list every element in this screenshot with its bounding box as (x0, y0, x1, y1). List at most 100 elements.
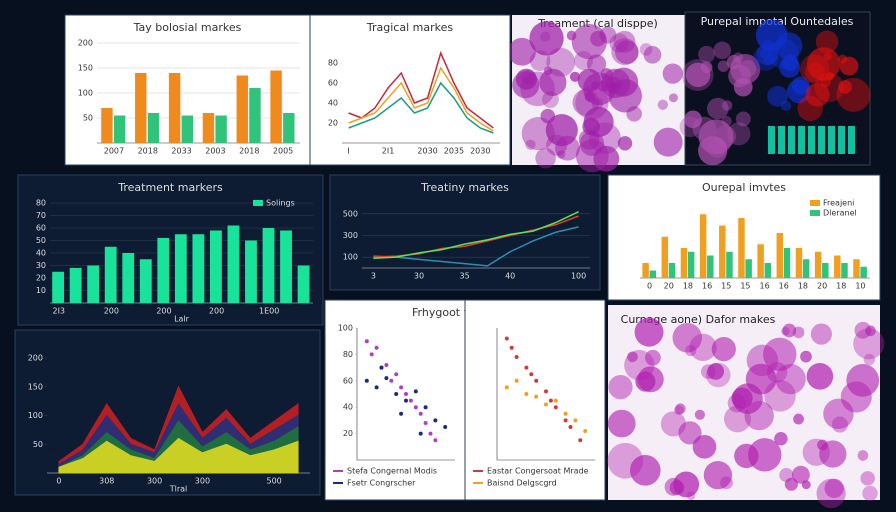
bar (814, 251, 822, 278)
point (423, 421, 428, 426)
tissue-blob (860, 471, 875, 486)
tissue-blob (805, 82, 830, 107)
point (384, 362, 389, 367)
x-tick-label: 18 (798, 282, 808, 291)
tissue-blob (791, 76, 810, 95)
x-tick-label: 200 (209, 307, 224, 316)
bar (841, 263, 848, 278)
tissue-blob (583, 106, 614, 137)
bar (764, 263, 772, 278)
decor-bar (768, 126, 775, 154)
decor-bar (828, 126, 835, 154)
bar (687, 251, 695, 278)
decor-bar (788, 126, 795, 154)
bar (236, 75, 248, 143)
bar (757, 244, 764, 278)
x-tick-label: 2030 (470, 147, 490, 156)
point (534, 394, 539, 399)
bar (157, 238, 170, 303)
tissue-blob (853, 328, 885, 360)
tissue-blob (862, 485, 878, 501)
y-tick-label: 20 (328, 119, 338, 128)
bar (860, 266, 867, 278)
y-tick-label: 70 (36, 211, 46, 220)
bar (87, 265, 100, 303)
y-tick-label: 150 (28, 382, 43, 391)
point (374, 345, 379, 350)
bar (101, 108, 113, 143)
tissue-blob (698, 119, 734, 155)
point (433, 418, 438, 423)
tissue-blob (775, 363, 806, 395)
tissue-blob (540, 31, 551, 42)
x-tick-label: 100 (571, 272, 586, 281)
y-tick-label: 50 (33, 440, 43, 449)
tissue-blob (678, 421, 702, 445)
x-axis-label: Tlral (169, 485, 188, 494)
tissue-blob (645, 349, 661, 366)
y-tick-label: 50 (36, 236, 46, 245)
tissue-blob (817, 439, 828, 451)
tissue-blob (728, 64, 751, 88)
bar (192, 234, 205, 303)
chart-title: Treatiny markes (420, 181, 509, 194)
point (573, 418, 578, 423)
tissue-blob (535, 147, 556, 169)
chart-title: Treatment markers (117, 181, 223, 194)
tissue-blob (543, 66, 553, 76)
point (534, 378, 539, 383)
x-tick-label: 2018 (138, 147, 158, 156)
y-tick-label: 200 (28, 354, 43, 363)
x-tick-label: 15 (740, 282, 750, 291)
x-tick-label: 2030 (417, 147, 437, 156)
bar (215, 115, 227, 143)
tissue-blob (766, 362, 788, 383)
y-tick-label: 20 (343, 429, 353, 438)
bar (139, 259, 152, 303)
line (348, 81, 494, 134)
y-tick-label: 60 (36, 224, 46, 233)
bar (209, 230, 222, 303)
bar (661, 236, 669, 278)
point (504, 336, 509, 341)
x-tick-label: 0 (56, 477, 61, 486)
bar (69, 268, 82, 303)
x-tick-label: 200 (156, 307, 171, 316)
point (583, 428, 588, 433)
x-axis-label: Lalr (174, 315, 190, 324)
legend-swatch (810, 210, 820, 216)
y-tick-label: 80 (343, 350, 353, 359)
y-tick-label: 150 (78, 64, 93, 73)
x-tick-label: 18 (836, 282, 846, 291)
tissue-blob (707, 97, 729, 120)
tissue-blob (662, 63, 683, 84)
bar (113, 115, 126, 143)
y-tick-label: 60 (343, 376, 353, 385)
y-tick-label: 100 (343, 253, 358, 262)
y-tick-label: 100 (78, 89, 93, 98)
tissue-blob (801, 480, 811, 490)
legend-label: Eastar Congersoat Mrade (487, 467, 589, 476)
tissue-blob (615, 40, 639, 65)
legend-swatch (473, 470, 483, 472)
y-tick-label: 80 (36, 199, 46, 208)
tissue-blob (779, 56, 801, 78)
panel (324, 299, 466, 501)
tissue-blob (583, 72, 616, 106)
tissue-blob (865, 325, 876, 337)
tissue-blob (839, 56, 859, 76)
point (443, 425, 448, 429)
y-tick-label: 80 (328, 59, 338, 68)
legend-swatch (333, 470, 343, 472)
x-tick-label: 20 (817, 282, 827, 291)
point (544, 389, 548, 394)
x-tick-label: 15 (721, 282, 731, 291)
x-tick-label: 2033 (171, 147, 191, 156)
tissue-blob (540, 108, 556, 124)
point (433, 438, 438, 443)
y-tick-label: 30 (36, 261, 46, 270)
tissue-blob (629, 454, 661, 486)
tissue-blob (575, 86, 609, 120)
decor-bar (848, 126, 855, 154)
